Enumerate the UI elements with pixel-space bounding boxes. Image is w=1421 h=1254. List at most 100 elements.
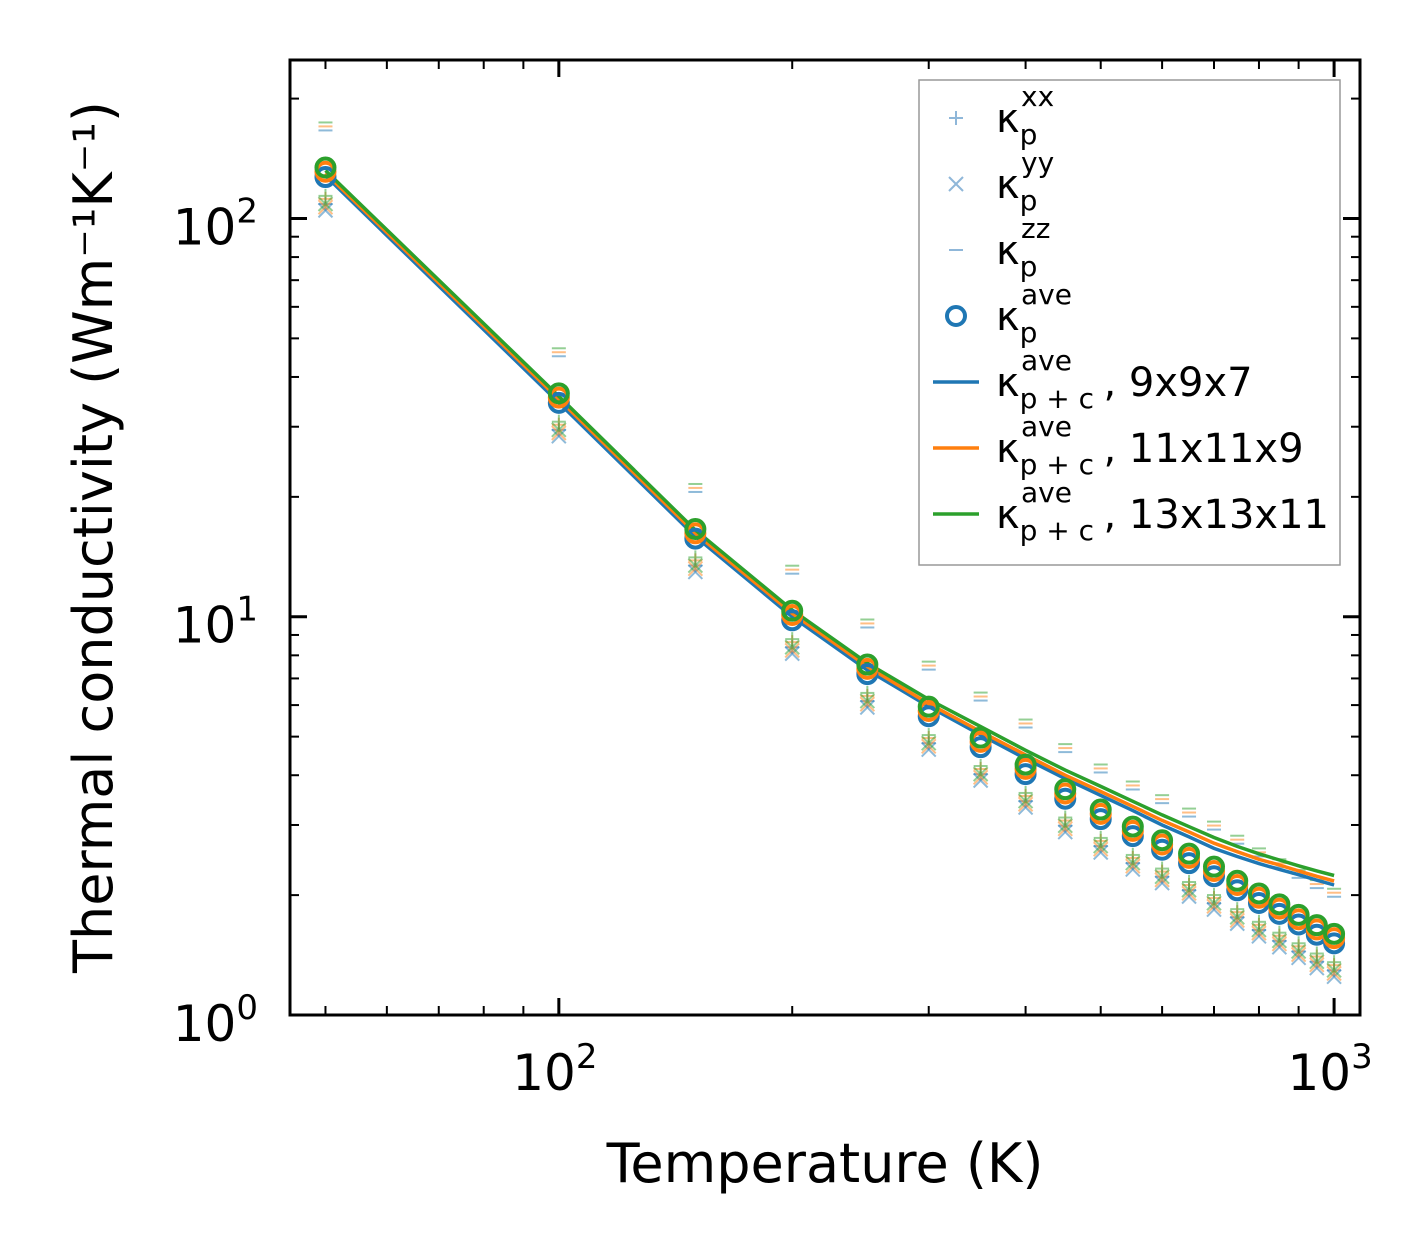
circle-stroke [856,653,879,676]
legend-label: κp zz [996,212,1050,283]
tick-base: 10 [1287,1044,1351,1102]
x-stroke [1125,855,1141,871]
legend-label-part: p [1020,316,1038,349]
x-stroke [972,772,989,789]
data-point-yy [1017,793,1034,809]
data-point-ave [969,726,992,749]
x-axis-label: Temperature (K) [606,1132,1044,1195]
circle-stroke [917,695,940,718]
data-point-ave [917,695,940,718]
x-stroke [687,557,704,574]
x-stroke [1229,909,1245,925]
legend-label-part: ave [1021,278,1072,311]
x-stroke [948,176,964,192]
x-stroke [1229,915,1245,932]
data-point-yy [1290,950,1307,966]
x-stroke [1229,912,1245,929]
data-point-yy [972,772,989,789]
legend-label-part: κ [996,294,1020,340]
data-point-yy [921,735,937,751]
data-point-yy [1251,922,1267,938]
legend-entry: κp yy [948,146,1054,217]
x-stroke [784,642,800,659]
data-point-yy [1206,901,1222,918]
x-stroke [1154,869,1170,885]
data-point-xx [1058,810,1073,825]
data-point-yy [972,766,989,782]
x-stroke [1181,888,1197,905]
circle-stroke [1014,753,1037,776]
legend-label-part: κ [996,96,1020,142]
tick-base: 10 [512,1044,576,1102]
legend-label-part: κ [996,492,1020,538]
legend-entry: κp + c ave , 11x11x9 [933,410,1304,481]
data-point-yy [784,639,800,655]
data-point-yy [1017,799,1034,816]
data-point-yy [687,560,704,577]
tick-base: 10 [173,198,237,256]
data-point-yy [1125,861,1141,878]
circle-stroke [1121,815,1144,838]
x-stroke [1290,946,1307,963]
data-point-yy [859,699,876,716]
data-point-xx [1291,936,1306,951]
x-stroke [1251,925,1267,941]
series-line-3 [324,169,1335,878]
legend-label-part: yy [1021,146,1054,179]
legend-label-part: ave [1021,476,1072,509]
x-stroke [1017,799,1034,816]
data-point-yy [1181,882,1197,898]
data-point-yy [1229,915,1245,932]
legend-label-part: , 11x11x9 [1104,426,1304,472]
data-point-yy [1290,943,1307,960]
x-stroke [1309,960,1325,976]
data-point-yy [1326,965,1342,982]
x-stroke [972,766,989,782]
data-point-yy [317,199,334,215]
x-tick-label: 103 [1287,1037,1372,1102]
data-point-yy [1125,855,1141,871]
data-point-yy [1309,960,1325,976]
plot-frame [288,58,1362,1017]
legend-label-part: κ [996,360,1020,406]
y-axis-label: Thermal conductivity (Wm⁻¹K⁻¹) [62,101,125,974]
data-point-xx [1018,785,1033,800]
data-point-yy [784,642,800,659]
data-point-xx [1251,914,1266,929]
data-point-yy [1251,928,1267,945]
data-point-yy [1229,909,1245,925]
legend-entry: κp + c ave , 9x9x7 [933,344,1253,415]
tick-exponent: 2 [236,191,258,231]
data-point-xx [1155,861,1170,876]
legend-label-part: p [1020,118,1038,151]
data-point-xx [860,685,875,700]
x-stroke [1181,885,1197,901]
data-point-yy [1154,869,1170,885]
data-point-xx [921,728,936,743]
x-tick-label: 102 [512,1037,597,1102]
legend-label-part: p [1020,250,1038,283]
x-stroke [1251,922,1267,938]
legend-box [918,79,1341,566]
series-points-yy [317,199,1342,982]
x-stroke [551,425,567,441]
x-stroke [859,693,876,709]
data-point-yy [921,741,937,758]
data-point-yy [1181,885,1197,901]
x-stroke [1093,841,1109,857]
data-point-yy [687,564,704,580]
circle-stroke [1287,903,1310,926]
data-point-ave [1226,869,1249,892]
data-point-yy [1229,912,1245,929]
data-point-yy [1017,796,1034,812]
x-stroke [1125,861,1141,878]
legend-label: κp + c ave , 13x13x11 [996,476,1329,547]
data-point-yy [1271,933,1288,949]
x-stroke [1125,858,1141,874]
data-point-xx [551,414,566,429]
x-stroke [1251,928,1267,945]
data-point-xx [1272,925,1287,940]
legend-label-part: κ [996,228,1020,274]
